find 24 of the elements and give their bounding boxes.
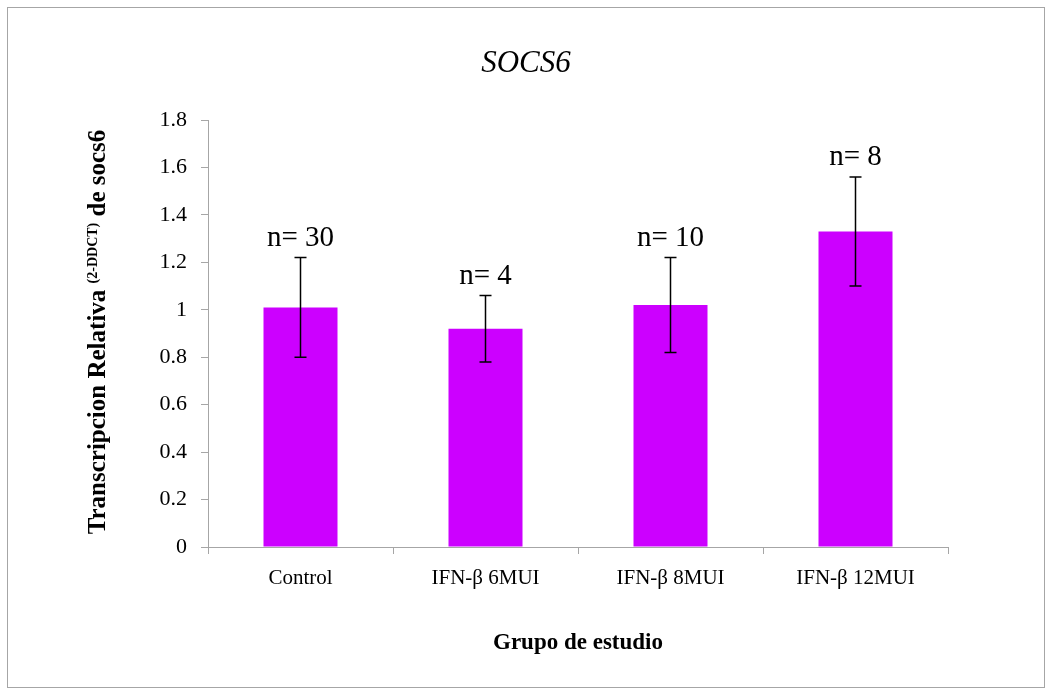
x-tick-label: IFN-β 6MUI [431, 565, 540, 590]
chart-title: SOCS6 [481, 44, 571, 80]
bar [448, 328, 523, 547]
bar [633, 305, 708, 547]
annotation: n= 30 [266, 219, 335, 252]
x-tick-label: IFN-β 8MUI [616, 565, 725, 590]
annotation: n= 4 [459, 257, 513, 290]
y-tick-label: 0.4 [159, 437, 187, 463]
x-tick-label: Control [268, 565, 333, 590]
y-tick-label: 1.4 [159, 200, 187, 226]
x-axis-title: Grupo de estudio [493, 629, 663, 655]
annotation: n= 8 [829, 138, 882, 171]
y-tick-label: 1.6 [159, 153, 187, 179]
bar [818, 231, 893, 547]
y-tick-label: 1.2 [159, 248, 187, 274]
x-tick-label: IFN-β 12MUI [796, 565, 915, 590]
y-tick-label: 0.8 [159, 343, 187, 368]
y-tick-label: 0.6 [159, 390, 187, 416]
annotation: n= 10 [636, 219, 705, 252]
bar [263, 307, 338, 547]
y-tick-label: 0 [176, 532, 187, 558]
y-tick-label: 1 [176, 295, 187, 321]
y-tick-label: 1.8 [159, 105, 187, 131]
y-tick-label: 0.2 [159, 485, 187, 511]
